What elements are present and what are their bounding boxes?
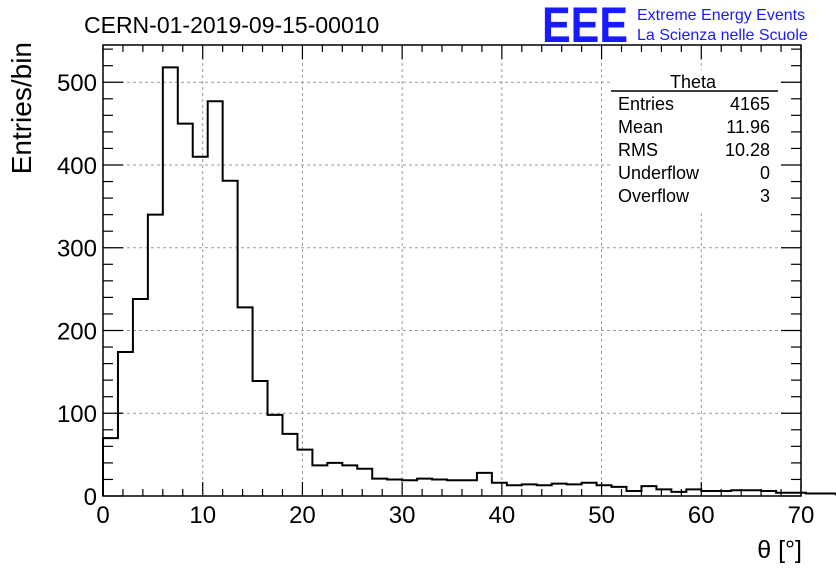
stats-row-label: Mean bbox=[618, 117, 663, 137]
stats-row-value: 10.28 bbox=[725, 140, 770, 160]
grid-lines bbox=[103, 45, 801, 496]
stats-box: Theta Entries 4165 Mean 11.96 RMS 10.28 Underf… bbox=[611, 70, 779, 210]
y-tick-label: 100 bbox=[57, 401, 97, 428]
y-tick-labels: 0 100 200 300 400 500 bbox=[57, 70, 97, 511]
stats-row-label: Overflow bbox=[618, 186, 690, 206]
x-tick-label: 40 bbox=[489, 502, 516, 529]
x-tick-label: 30 bbox=[389, 502, 416, 529]
x-tick-label: 10 bbox=[189, 502, 216, 529]
y-tick-label: 300 bbox=[57, 236, 97, 263]
stats-rows: Entries 4165 Mean 11.96 RMS 10.28 Underflow 0 Ov… bbox=[618, 94, 770, 206]
stats-row-value: 0 bbox=[760, 163, 770, 183]
x-tick-label: 70 bbox=[788, 502, 815, 529]
stats-row-label: Underflow bbox=[618, 163, 700, 183]
stats-row-value: 3 bbox=[760, 186, 770, 206]
y-tick-label: 200 bbox=[57, 318, 97, 345]
chart-title: CERN-01-2019-09-15-00010 bbox=[84, 12, 379, 38]
x-tick-labels: 0 10 20 30 40 50 60 70 bbox=[96, 502, 814, 529]
x-tick-label: 20 bbox=[289, 502, 316, 529]
stats-row-value: 11.96 bbox=[726, 117, 770, 137]
y-axis-label: Entries/bin bbox=[6, 42, 37, 174]
y-tick-label: 0 bbox=[84, 484, 97, 511]
org-name-line1: Extreme Energy Events bbox=[637, 7, 805, 24]
stats-row-label: Entries bbox=[618, 94, 674, 114]
x-tick-label: 0 bbox=[96, 502, 109, 529]
x-axis-label: θ [°] bbox=[757, 536, 802, 564]
plot-frame bbox=[102, 44, 802, 497]
stats-row-value: 4165 bbox=[730, 94, 770, 114]
eee-logo: EEE bbox=[542, 0, 628, 53]
stats-row-label: RMS bbox=[618, 140, 658, 160]
y-tick-label: 500 bbox=[57, 70, 97, 97]
x-tick-label: 60 bbox=[688, 502, 715, 529]
stats-title: Theta bbox=[670, 72, 717, 92]
org-name-line2: La Scienza nelle Scuole bbox=[637, 27, 808, 44]
x-tick-label: 50 bbox=[588, 502, 615, 529]
y-tick-label: 400 bbox=[57, 153, 97, 180]
